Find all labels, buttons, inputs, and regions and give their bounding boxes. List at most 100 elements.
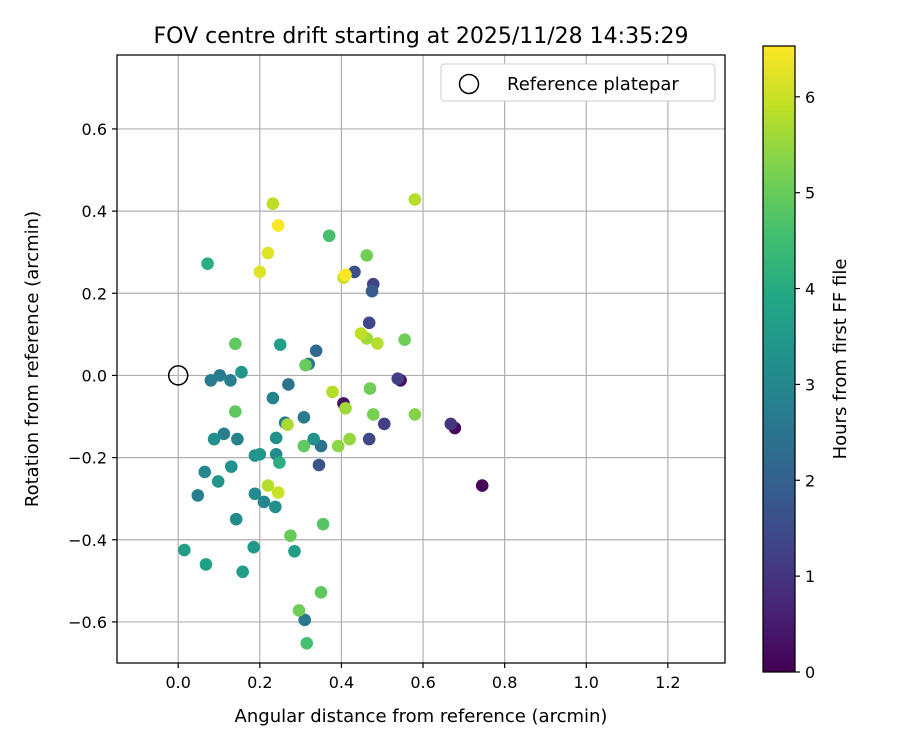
data-point: [271, 486, 285, 499]
data-point: [312, 458, 326, 472]
x-axis-label: Angular distance from reference (arcmin): [235, 706, 608, 727]
colorbar-tick-label: 1: [805, 567, 815, 586]
legend-box: [440, 63, 716, 102]
legend-label: Reference platepar: [507, 74, 679, 95]
data-point: [284, 529, 297, 542]
colorbar: [763, 46, 795, 672]
colorbar-label: Hours from first FF file: [830, 259, 851, 460]
data-point: [362, 432, 376, 446]
data-point: [326, 385, 339, 399]
x-tick-label: 0.8: [492, 673, 517, 692]
data-point: [261, 246, 275, 260]
y-tick-label: 0.4: [82, 202, 107, 221]
data-point: [363, 382, 377, 395]
colorbar-tick-label: 0: [805, 663, 815, 682]
data-point: [236, 565, 249, 579]
data-point: [204, 374, 218, 387]
data-point: [475, 479, 489, 492]
data-point: [322, 229, 336, 243]
data-point: [377, 417, 391, 431]
grid: [117, 55, 725, 663]
y-axis-label: Rotation from reference (arcmin): [22, 211, 43, 507]
data-point: [288, 544, 301, 558]
data-point: [331, 439, 345, 453]
data-point: [229, 405, 242, 418]
x-axis-ticks: 0.0 0.2 0.4 0.6 0.8 1.0 1.2: [165, 663, 681, 692]
data-point: [248, 487, 262, 501]
data-point: [253, 448, 267, 461]
data-point: [360, 249, 374, 262]
y-tick-label: 0.0: [82, 366, 107, 385]
colorbar-tick-label: 4: [805, 280, 815, 299]
data-point: [314, 586, 328, 599]
y-tick-label: 0.2: [82, 284, 107, 303]
scatter-points: [178, 193, 489, 650]
plot-area: [117, 55, 725, 663]
y-axis-ticks: −0.6 −0.4 −0.2 0.0 0.2 0.4 0.6: [68, 120, 117, 632]
chart-title: FOV centre drift starting at 2025/11/28 …: [154, 24, 689, 49]
data-point: [231, 432, 244, 446]
x-tick-label: 0.2: [247, 673, 272, 692]
data-point: [282, 378, 295, 391]
data-point: [354, 327, 368, 340]
data-point: [307, 432, 320, 446]
colorbar-tick-label: 5: [805, 184, 815, 203]
data-point: [300, 636, 314, 650]
data-point: [217, 427, 231, 441]
data-point: [224, 460, 238, 473]
data-point: [235, 365, 248, 379]
colorbar-tick-label: 6: [805, 88, 815, 107]
data-point: [273, 456, 286, 469]
x-tick-label: 0.6: [410, 673, 435, 692]
data-point: [362, 316, 376, 330]
data-point: [253, 265, 267, 279]
colorbar-tick-label: 2: [805, 471, 815, 490]
x-tick-label: 0.4: [329, 673, 354, 692]
data-point: [224, 374, 237, 387]
data-point: [309, 344, 323, 358]
data-point: [178, 543, 191, 557]
data-point: [271, 219, 285, 232]
legend: Reference platepar: [440, 63, 716, 102]
plot-frame: [116, 54, 726, 664]
colorbar-tick-label: 3: [805, 375, 815, 394]
data-point: [339, 401, 352, 415]
data-point: [198, 465, 212, 479]
legend-marker: [458, 73, 480, 95]
data-point: [316, 517, 330, 531]
y-tick-label: 0.6: [82, 120, 107, 139]
data-point: [281, 418, 294, 432]
data-point: [266, 197, 280, 211]
data-point: [207, 432, 221, 446]
data-point: [266, 391, 280, 405]
data-point: [408, 193, 422, 206]
data-point: [199, 558, 213, 571]
data-point: [297, 411, 311, 424]
data-point: [269, 500, 282, 514]
data-point: [339, 268, 352, 282]
x-tick-label: 0.0: [165, 673, 190, 692]
data-point: [408, 408, 422, 421]
data-point: [391, 372, 405, 386]
data-point: [343, 432, 356, 446]
data-point: [273, 338, 287, 351]
x-tick-label: 1.0: [574, 673, 599, 692]
data-point: [292, 604, 306, 617]
data-point: [191, 489, 205, 502]
data-point: [398, 333, 411, 346]
y-tick-label: −0.4: [68, 531, 107, 550]
colorbar-frame: [762, 45, 796, 673]
data-point: [211, 475, 225, 488]
data-point: [229, 512, 243, 526]
data-point: [366, 408, 380, 421]
data-point: [365, 284, 379, 298]
data-point: [297, 439, 311, 453]
data-point: [201, 257, 214, 270]
y-tick-label: −0.2: [68, 449, 107, 468]
reference-platepar-marker: [167, 365, 189, 386]
data-point: [269, 431, 283, 445]
y-tick-label: −0.6: [68, 613, 107, 632]
data-point: [247, 540, 260, 554]
data-point: [261, 479, 275, 492]
